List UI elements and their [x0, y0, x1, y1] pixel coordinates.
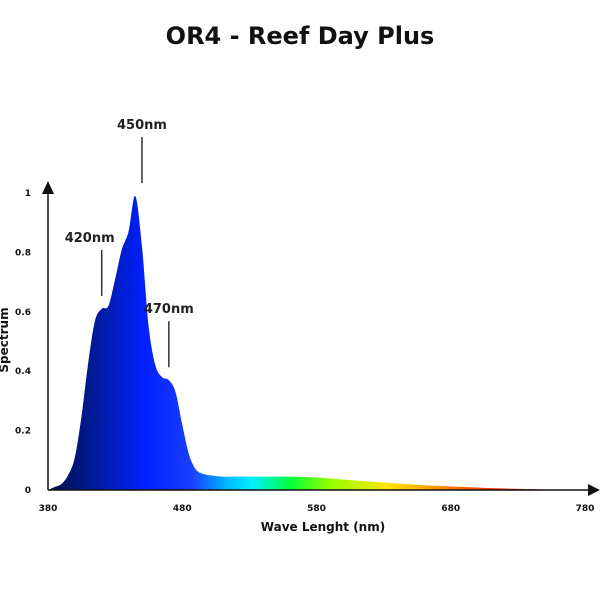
x-tick-label: 580 [307, 504, 326, 514]
spectrum-area [48, 195, 585, 491]
y-tick-label: 0.6 [15, 308, 31, 318]
x-tick-label: 380 [39, 504, 58, 514]
annotation-label: 470nm [144, 302, 194, 317]
x-tick-label: 680 [441, 504, 460, 514]
x-tick-label: 480 [173, 504, 192, 514]
y-tick-label: 0.8 [15, 248, 31, 258]
y-tick-label: 0.2 [15, 427, 31, 437]
y-tick-label: 0.4 [15, 367, 31, 377]
x-axis-arrow [588, 484, 600, 496]
x-axis-label: Wave Lenght (nm) [261, 520, 385, 534]
y-tick-label: 0 [25, 486, 31, 496]
x-tick-label: 780 [576, 504, 595, 514]
chart-title: OR4 - Reef Day Plus [165, 22, 435, 50]
annotation-label: 420nm [65, 231, 115, 246]
y-tick-label: 1 [25, 189, 31, 199]
y-axis-label: Spectrum [0, 307, 11, 372]
y-axis-arrow [42, 181, 54, 194]
annotation-label: 450nm [117, 118, 167, 133]
